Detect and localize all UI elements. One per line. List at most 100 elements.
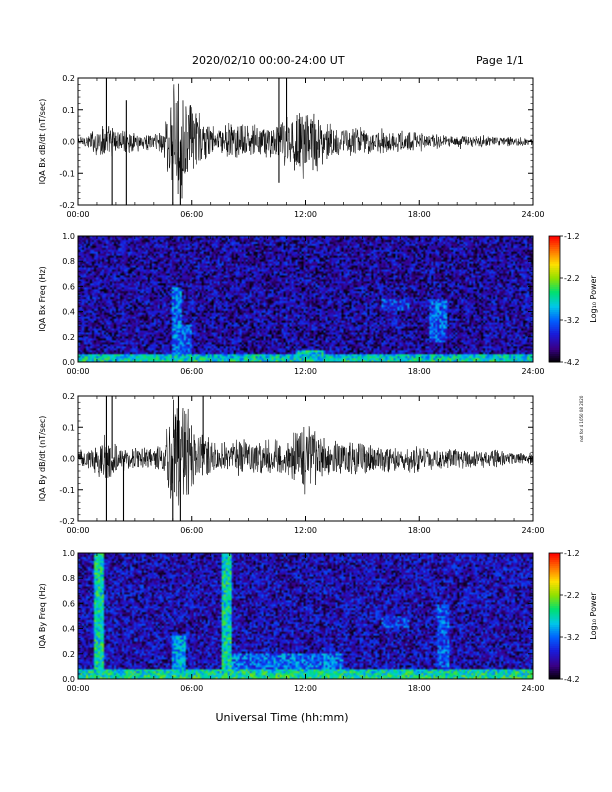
- colorbar-tick-label: -3.2: [564, 316, 580, 325]
- x-tick-label: 12:00: [294, 526, 317, 535]
- x-tick-label: 18:00: [408, 210, 431, 219]
- colorbar-segment: [549, 565, 560, 569]
- y-tick-label: -0.1: [59, 169, 75, 178]
- colorbar-segment: [549, 303, 560, 306]
- colorbar-segment: [549, 580, 560, 583]
- colorbar-segment: [549, 307, 560, 310]
- colorbar-segment: [549, 357, 560, 361]
- page-title: 2020/02/10 00:00-24:00 UT: [192, 54, 345, 67]
- colorbar-tick-label: -4.2: [564, 675, 580, 684]
- colorbar-segment: [549, 305, 560, 308]
- x-tick-label: 18:00: [408, 367, 431, 376]
- colorbar-segment: [549, 622, 560, 625]
- colorbar-segment: [549, 336, 560, 340]
- colorbar-segment: [549, 628, 560, 632]
- y-tick-label: 0.2: [62, 74, 75, 83]
- colorbar-segment: [549, 626, 560, 630]
- colorbar-segment: [549, 271, 560, 275]
- colorbar-segment: [549, 324, 560, 327]
- colorbar-segment: [549, 653, 560, 657]
- x-tick-label: 24:00: [521, 526, 544, 535]
- spectrogram-4: [78, 553, 533, 679]
- colorbar-segment: [549, 292, 560, 296]
- y-tick-label: 0.0: [62, 358, 75, 367]
- colorbar-segment: [549, 246, 560, 250]
- colorbar-segment: [549, 609, 560, 613]
- x-tick-label: 00:00: [66, 684, 89, 693]
- colorbar-segment: [549, 603, 560, 606]
- x-tick-label: 18:00: [408, 526, 431, 535]
- colorbar-segment: [549, 286, 560, 289]
- colorbar-segment: [549, 647, 560, 651]
- colorbar-segment: [549, 582, 560, 585]
- plot-frame: [77, 395, 534, 522]
- y-axis-label: IQA By Freq (Hz): [38, 583, 47, 649]
- colorbar-segment: [549, 282, 560, 285]
- x-tick-label: 00:00: [66, 210, 89, 219]
- colorbar-segment: [549, 359, 560, 363]
- y-tick-label: -0.2: [59, 201, 75, 210]
- colorbar-4: -1.2 -2.2 -3.2 -4.2 Log₁₀ Power: [548, 549, 598, 684]
- y-tick-label: 1.0: [62, 549, 75, 558]
- y-tick-label: 0.2: [62, 333, 75, 342]
- x-tick-label: 24:00: [521, 210, 544, 219]
- colorbar-segment: [549, 561, 560, 564]
- colorbar-segment: [549, 345, 560, 348]
- x-axis-title: Universal Time (hh:mm): [216, 711, 349, 724]
- colorbar-segment: [549, 567, 560, 571]
- colorbar-segment: [549, 597, 560, 600]
- y-tick-label: -0.1: [59, 486, 75, 495]
- plot-frame: [77, 77, 534, 206]
- colorbar-segment: [549, 244, 560, 247]
- y-tick-label: 1.0: [62, 232, 75, 241]
- colorbar-frame: [548, 235, 561, 363]
- panel-1: 00:00 06:00 12:00 18:00 24:00 -0.2 -0.1 0.0 0.1 0…: [38, 74, 545, 219]
- colorbar-segment: [549, 254, 560, 258]
- y-tick-label: 0.0: [62, 138, 75, 147]
- colorbar-segment: [549, 332, 560, 336]
- colorbar-segment: [549, 284, 560, 287]
- colorbar-segment: [549, 620, 560, 623]
- x-tick-label: 06:00: [180, 210, 203, 219]
- colorbar-segment: [549, 288, 560, 292]
- colorbar-tick-label: -3.2: [564, 633, 580, 642]
- colorbar-segment: [549, 668, 560, 672]
- colorbar-segment: [549, 563, 560, 567]
- colorbar-segment: [549, 655, 560, 659]
- colorbar-tick-label: -1.2: [564, 232, 580, 241]
- colorbar-segment: [549, 670, 560, 674]
- y-tick-label: 0.6: [62, 282, 75, 291]
- y-tick-label: 0.0: [62, 675, 75, 684]
- colorbar-segment: [549, 296, 560, 300]
- colorbar-segment: [549, 349, 560, 352]
- colorbar-segment: [549, 662, 560, 665]
- x-tick-label: 24:00: [521, 684, 544, 693]
- series-trace-1: [78, 78, 533, 205]
- colorbar-segment: [549, 252, 560, 256]
- y-axis-label: IQA Bx Freq (Hz): [38, 266, 47, 332]
- colorbar-segment: [549, 664, 560, 667]
- colorbar-segment: [549, 280, 560, 283]
- colorbar-segment: [549, 320, 560, 323]
- spectrogram-2: [78, 236, 533, 362]
- plot-frame: [77, 552, 534, 680]
- x-tick-label: 24:00: [521, 367, 544, 376]
- y-axis-label: IQA Bx dB/dt (nT/sec): [38, 99, 47, 185]
- colorbar-segment: [549, 634, 560, 638]
- colorbar-segment: [549, 607, 560, 611]
- colorbar-segment: [549, 601, 560, 604]
- panel-2: 00:00 06:00 12:00 18:00 24:00 0.0 0.2 0.4 0.6 0.8…: [38, 232, 545, 376]
- colorbar-segment: [549, 353, 560, 357]
- colorbar-segment: [549, 330, 560, 334]
- x-tick-label: 12:00: [294, 210, 317, 219]
- colorbar-segment: [549, 242, 560, 245]
- colorbar-segment: [549, 616, 560, 619]
- colorbar-label: Log₁₀ Power: [589, 275, 598, 323]
- colorbar-segment: [549, 555, 560, 558]
- x-tick-label: 12:00: [294, 684, 317, 693]
- colorbar-segment: [549, 265, 560, 268]
- colorbar-segment: [549, 586, 560, 590]
- y-tick-label: -0.2: [59, 517, 75, 526]
- colorbar-segment: [549, 643, 560, 646]
